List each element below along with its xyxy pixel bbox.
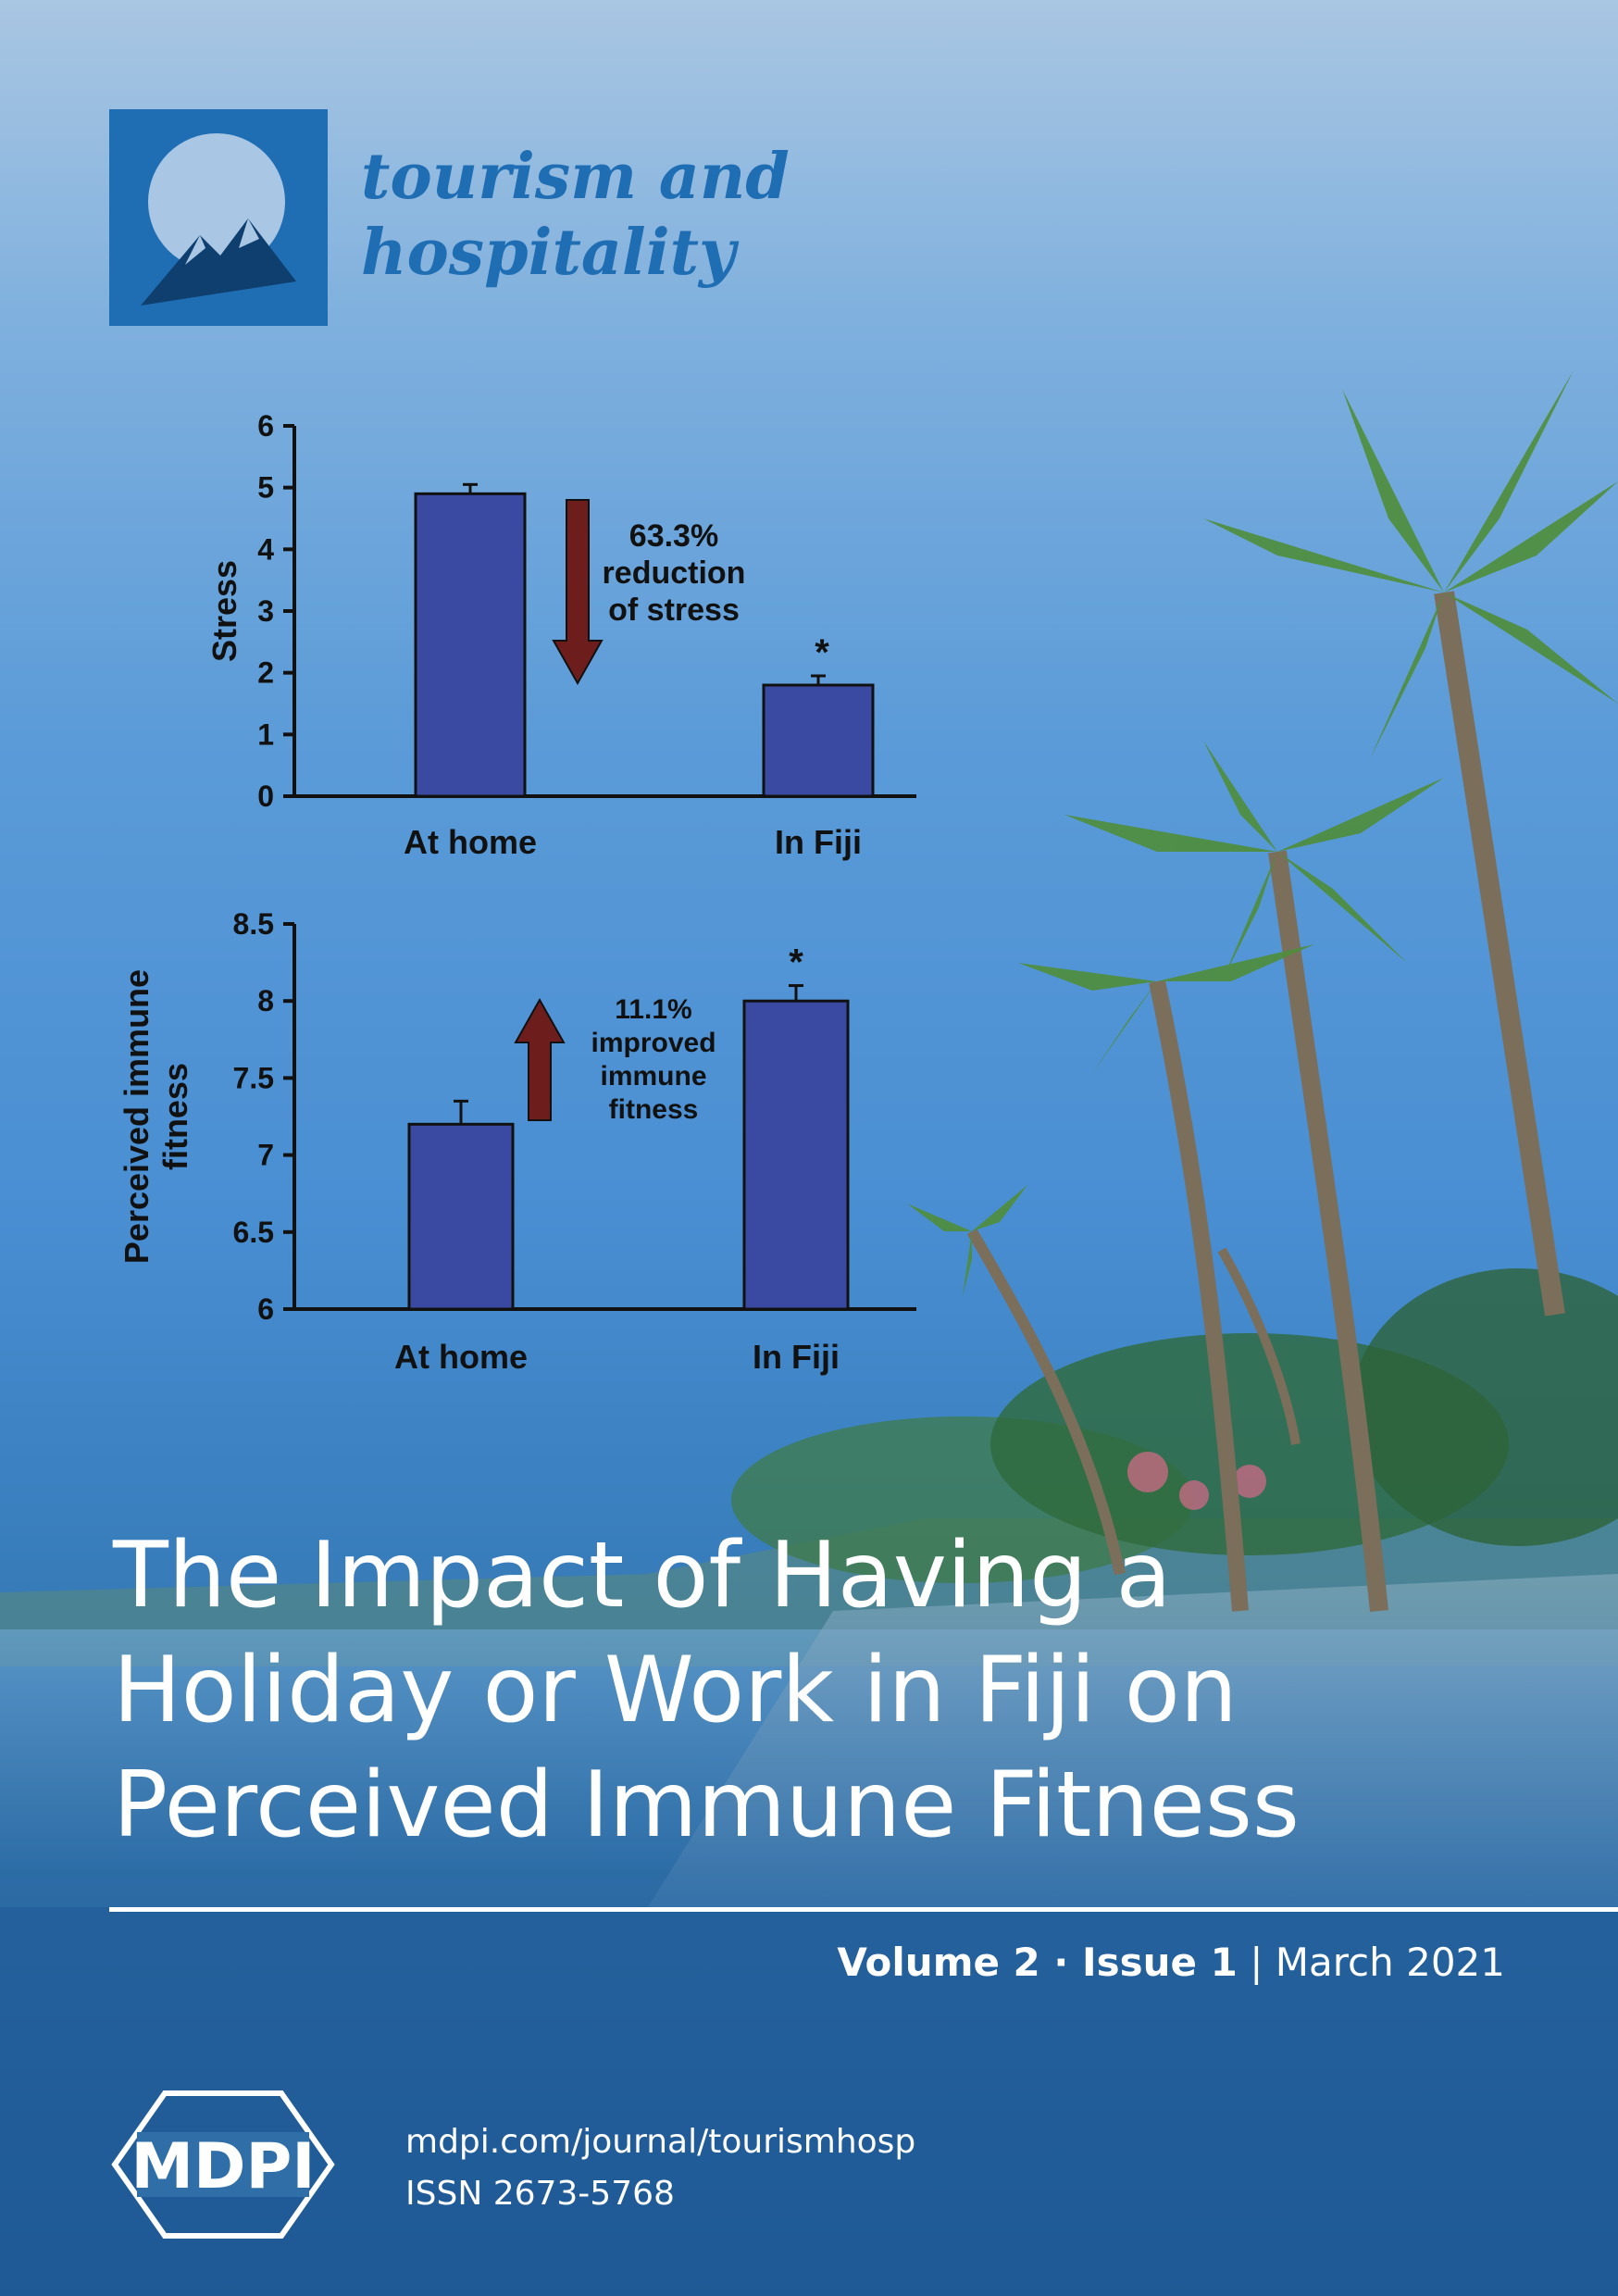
change-arrow (552, 499, 604, 686)
sun-mountain-icon (141, 133, 296, 306)
annotation-text: fitness (609, 1094, 699, 1125)
category-label: At home (404, 823, 537, 861)
article-title-line2: Holiday or Work in Fiji on (113, 1638, 1238, 1743)
y-tick-label: 7 (257, 1139, 274, 1172)
issn: ISSN 2673-5768 (405, 2175, 675, 2213)
volume-label: Volume 2 (837, 1940, 1040, 1985)
bar (414, 492, 527, 798)
y-tick-label: 4 (257, 532, 274, 566)
publisher-info: mdpi.com/journal/tourismhosp ISSN 2673-5… (405, 2116, 915, 2220)
y-tick-label: 3 (257, 594, 274, 628)
category-label: At home (394, 1338, 528, 1376)
y-tick-label: 6 (257, 1292, 274, 1326)
issue-separator: · (1039, 1940, 1082, 1985)
issue-label: Issue 1 (1082, 1940, 1238, 1985)
annotation-text: of stress (608, 593, 740, 628)
mdpi-logo-text: MDPI (131, 2130, 315, 2203)
journal-logo (109, 109, 328, 326)
y-tick-label: 1 (257, 718, 274, 751)
cover-charts: 0 1 2 3 4 5 6 Stress At home * In Fiji 63.3%reducti… (118, 409, 916, 1376)
category-label: In Fiji (753, 1338, 840, 1376)
category-label: In Fiji (775, 823, 862, 861)
mdpi-logo: MDPI (111, 2090, 335, 2239)
journal-url[interactable]: mdpi.com/journal/tourismhosp (405, 2123, 916, 2161)
annotation-text: 63.3% (629, 518, 718, 554)
bar (407, 1122, 515, 1311)
annotation-text: immune (600, 1061, 706, 1092)
y-tick-label: 6.5 (233, 1216, 274, 1249)
annotation-text: 11.1% (615, 994, 691, 1025)
title-divider (109, 1907, 1618, 1912)
change-arrow (514, 997, 566, 1121)
journal-name-line1: tourism and (361, 140, 790, 214)
article-title: The Impact of Having a Holiday or Work i… (113, 1518, 1557, 1863)
issue-info: Volume 2 · Issue 1 | March 2021 (837, 1940, 1505, 1985)
annotation-text: improved (591, 1028, 716, 1058)
y-tick-label: 5 (257, 471, 274, 505)
significance-mark: * (789, 942, 803, 983)
y-tick-label: 8.5 (233, 907, 274, 941)
y-axis-label: fitness (156, 1063, 194, 1170)
y-axis-label: Perceived immune (118, 969, 156, 1264)
y-axis-label: Stress (205, 560, 243, 662)
y-tick-label: 2 (257, 656, 274, 690)
significance-mark: * (815, 632, 829, 673)
y-tick-label: 6 (257, 409, 274, 443)
annotation-text: reduction (603, 555, 746, 591)
article-title-line3: Perceived Immune Fitness (113, 1753, 1300, 1858)
date-separator: | (1237, 1940, 1276, 1985)
issue-date: March 2021 (1275, 1940, 1505, 1985)
journal-name-line2: hospitality (361, 216, 736, 290)
bar (762, 683, 875, 798)
journal-name: tourism and hospitality (361, 139, 824, 291)
bar (742, 999, 850, 1311)
article-title-line1: The Impact of Having a (113, 1523, 1172, 1628)
y-tick-label: 0 (257, 780, 274, 813)
y-tick-label: 8 (257, 984, 274, 1017)
y-tick-label: 7.5 (233, 1061, 274, 1094)
